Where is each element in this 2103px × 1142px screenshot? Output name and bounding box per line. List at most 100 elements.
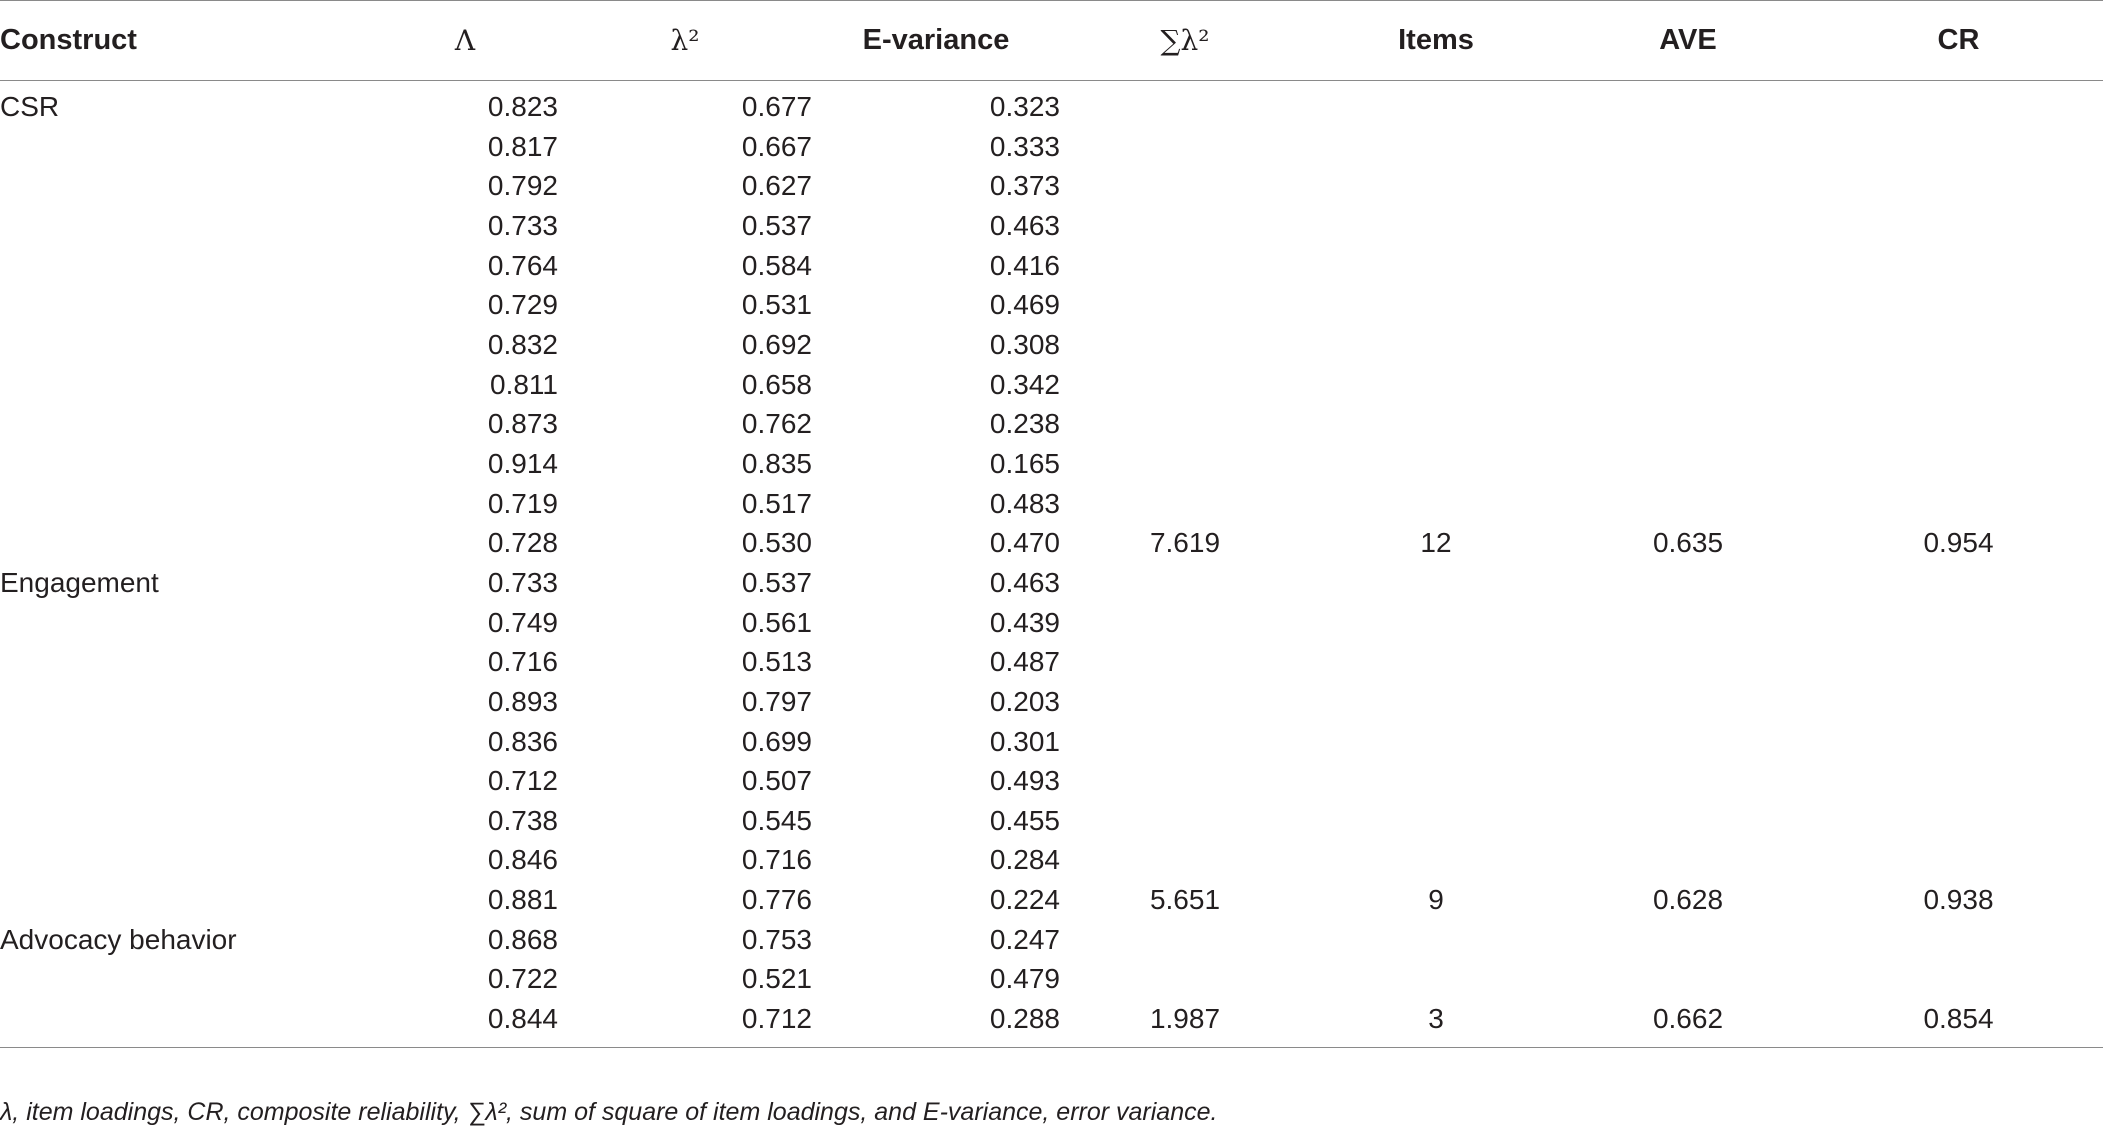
table-row: 0.893 0.797 0.203 xyxy=(0,682,2103,722)
table-row: 0.792 0.627 0.373 xyxy=(0,166,2103,206)
table-row: 0.873 0.762 0.238 xyxy=(0,404,2103,444)
cell-cr xyxy=(1814,682,2103,722)
cell-ave xyxy=(1562,761,1814,801)
cell-e-variance: 0.224 xyxy=(989,884,1060,916)
cell-lambda: 0.846 xyxy=(487,844,558,876)
cell-cr: 0.854 xyxy=(1923,1003,1994,1035)
cell-sum-lambda-squared xyxy=(1060,285,1310,325)
cell-items xyxy=(1310,246,1562,286)
table-body: CSR 0.823 0.677 0.323 0.817 0.667 0.333 0.792 0.… xyxy=(0,81,2103,1048)
cell-construct xyxy=(0,880,372,920)
cell-lambda: 0.881 xyxy=(487,884,558,916)
cell-cr xyxy=(1814,166,2103,206)
cell-sum-lambda-squared: 7.619 xyxy=(1149,527,1221,559)
cell-sum-lambda-squared xyxy=(1060,563,1310,603)
cell-items xyxy=(1310,920,1562,960)
cell-lambda: 0.792 xyxy=(487,170,558,202)
cell-construct xyxy=(0,444,372,484)
cell-sum-lambda-squared xyxy=(1060,761,1310,801)
cell-lambda-squared: 0.712 xyxy=(741,1003,812,1035)
cell-e-variance: 0.203 xyxy=(989,685,1060,717)
cell-sum-lambda-squared: 1.987 xyxy=(1149,1003,1221,1035)
cell-construct xyxy=(0,325,372,365)
table-row: 0.836 0.699 0.301 xyxy=(0,722,2103,762)
cell-lambda-squared: 0.753 xyxy=(741,923,812,955)
cell-construct: Advocacy behavior xyxy=(0,923,237,955)
cell-e-variance: 0.342 xyxy=(989,368,1060,400)
cell-construct: Engagement xyxy=(0,566,159,598)
cell-e-variance: 0.301 xyxy=(989,725,1060,757)
cell-lambda: 0.764 xyxy=(487,249,558,281)
table-row: Engagement 0.733 0.537 0.463 xyxy=(0,563,2103,603)
cell-cr xyxy=(1814,840,2103,880)
cell-ave: 0.635 xyxy=(1652,527,1724,559)
cell-lambda-squared: 0.531 xyxy=(741,289,812,321)
header-e-variance: E-variance xyxy=(812,0,1060,81)
cell-sum-lambda-squared: 5.651 xyxy=(1149,884,1221,916)
cell-lambda-squared: 0.521 xyxy=(741,963,812,995)
table-row: 0.738 0.545 0.455 xyxy=(0,801,2103,841)
cell-cr xyxy=(1814,127,2103,167)
cell-e-variance: 0.284 xyxy=(989,844,1060,876)
cell-construct xyxy=(0,127,372,167)
cell-items xyxy=(1310,444,1562,484)
cell-items xyxy=(1310,682,1562,722)
cell-lambda: 0.868 xyxy=(487,923,558,955)
cell-cr xyxy=(1814,285,2103,325)
header-sum-lambda-squared: ∑λ² xyxy=(1060,0,1310,81)
cell-sum-lambda-squared xyxy=(1060,840,1310,880)
cell-sum-lambda-squared xyxy=(1060,81,1310,127)
cell-lambda: 0.817 xyxy=(487,130,558,162)
table-row: 0.832 0.692 0.308 xyxy=(0,325,2103,365)
cell-items xyxy=(1310,166,1562,206)
cell-sum-lambda-squared xyxy=(1060,206,1310,246)
cell-cr: 0.954 xyxy=(1923,527,1994,559)
table-row: 0.729 0.531 0.469 xyxy=(0,285,2103,325)
cell-lambda-squared: 0.507 xyxy=(741,765,812,797)
cell-construct xyxy=(0,999,372,1047)
cell-lambda-squared: 0.797 xyxy=(741,685,812,717)
cell-construct xyxy=(0,761,372,801)
cell-lambda: 0.749 xyxy=(487,606,558,638)
cell-cr xyxy=(1814,444,2103,484)
cell-sum-lambda-squared xyxy=(1060,682,1310,722)
cell-e-variance: 0.247 xyxy=(989,923,1060,955)
table-row: 0.881 0.776 0.224 5.651 9 0.628 0.938 xyxy=(0,880,2103,920)
cell-cr xyxy=(1814,642,2103,682)
cell-ave xyxy=(1562,285,1814,325)
cell-construct: CSR xyxy=(0,91,60,122)
cell-lambda: 0.722 xyxy=(487,963,558,995)
cell-items xyxy=(1310,722,1562,762)
cell-ave xyxy=(1562,127,1814,167)
cell-sum-lambda-squared xyxy=(1060,365,1310,405)
cell-lambda: 0.844 xyxy=(487,1003,558,1035)
cell-items xyxy=(1310,761,1562,801)
cell-cr xyxy=(1814,959,2103,999)
cell-construct xyxy=(0,404,372,444)
cell-cr xyxy=(1814,920,2103,960)
cell-lambda: 0.873 xyxy=(487,408,558,440)
cell-sum-lambda-squared xyxy=(1060,246,1310,286)
cell-lambda: 0.733 xyxy=(487,209,558,241)
cell-construct xyxy=(0,682,372,722)
cell-construct xyxy=(0,959,372,999)
cell-sum-lambda-squared xyxy=(1060,166,1310,206)
cell-sum-lambda-squared xyxy=(1060,722,1310,762)
cell-lambda-squared: 0.762 xyxy=(741,408,812,440)
cell-sum-lambda-squared xyxy=(1060,484,1310,524)
cell-lambda-squared: 0.627 xyxy=(741,170,812,202)
cell-e-variance: 0.463 xyxy=(989,566,1060,598)
cell-lambda: 0.719 xyxy=(487,487,558,519)
cell-construct xyxy=(0,246,372,286)
table-row: 0.844 0.712 0.288 1.987 3 0.662 0.854 xyxy=(0,999,2103,1047)
cell-cr xyxy=(1814,404,2103,444)
table-header: Construct Λ λ² E-variance ∑λ² Items AVE … xyxy=(0,0,2103,81)
cell-lambda-squared: 0.545 xyxy=(741,804,812,836)
cell-sum-lambda-squared xyxy=(1060,127,1310,167)
table-row: 0.712 0.507 0.493 xyxy=(0,761,2103,801)
table-row: Advocacy behavior 0.868 0.753 0.247 xyxy=(0,920,2103,960)
cell-lambda-squared: 0.667 xyxy=(741,130,812,162)
cell-sum-lambda-squared xyxy=(1060,325,1310,365)
cell-ave xyxy=(1562,325,1814,365)
cell-items xyxy=(1310,325,1562,365)
